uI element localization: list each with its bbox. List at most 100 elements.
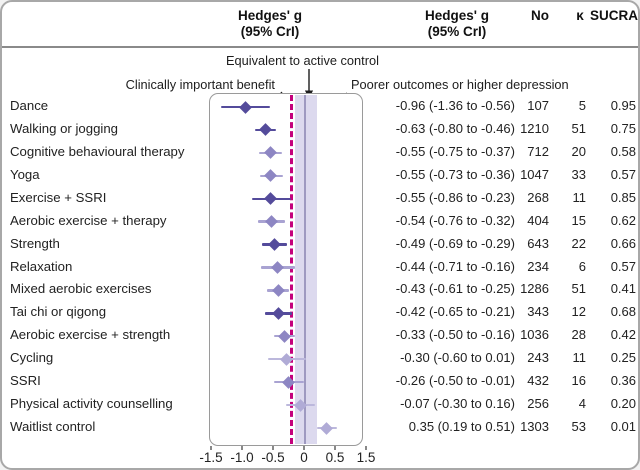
axis-tick xyxy=(241,446,243,450)
effect-value: -0.26 (-0.50 to -0.01) xyxy=(395,373,515,389)
annotation-benefit: Clinically important benefit xyxy=(125,77,275,92)
effect-value: -0.54 (-0.76 to -0.32) xyxy=(395,212,515,228)
k-value: 33 xyxy=(571,166,586,182)
equivalence-band xyxy=(295,95,318,444)
axis-tick-label: 0.5 xyxy=(325,450,345,465)
k-value: 4 xyxy=(578,396,586,412)
effect-diamond xyxy=(282,375,296,389)
effect-value: -0.07 (-0.30 to 0.16) xyxy=(400,396,515,412)
effect-value: -0.55 (-0.86 to -0.23) xyxy=(395,189,515,205)
column-header-sucra: SUCRA xyxy=(589,8,638,23)
sample-size: 243 xyxy=(527,350,549,366)
row-label: SSRI xyxy=(10,373,41,389)
effect-diamond xyxy=(320,421,334,435)
sample-size: 712 xyxy=(527,143,549,159)
sucra-value: 0.25 xyxy=(610,350,636,366)
sucra-value: 0.75 xyxy=(610,120,636,136)
row-label: Aerobic exercise + therapy xyxy=(10,212,167,228)
row-label: Relaxation xyxy=(10,258,73,274)
sucra-value: 0.66 xyxy=(610,235,636,251)
header-line: (95% CrI) xyxy=(427,24,487,39)
effect-diamond xyxy=(271,261,285,274)
axis-tick xyxy=(334,446,336,450)
effect-value: 0.35 (0.19 to 0.51) xyxy=(408,419,515,434)
effect-diamond xyxy=(264,169,278,183)
sucra-value: 0.42 xyxy=(610,327,636,343)
sample-size: 643 xyxy=(527,235,549,251)
effect-diamond xyxy=(259,123,273,137)
effect-value: -0.96 (-1.36 to -0.56) xyxy=(395,98,515,113)
k-value: 11 xyxy=(572,350,587,366)
effect-diamond xyxy=(271,284,285,297)
row-label: Cognitive behavioural therapy xyxy=(10,143,185,159)
sample-size: 1036 xyxy=(520,327,549,343)
sample-size: 432 xyxy=(527,373,549,389)
sucra-value: 0.62 xyxy=(610,212,636,228)
header-line: (95% CrI) xyxy=(240,24,300,39)
sucra-value: 0.58 xyxy=(610,143,636,159)
sample-size: 1303 xyxy=(520,419,549,434)
effect-diamond xyxy=(265,215,278,229)
sucra-value: 0.01 xyxy=(610,419,636,434)
effect-value: -0.49 (-0.69 to -0.29) xyxy=(395,235,515,251)
axis-tick xyxy=(303,446,305,450)
k-value: 22 xyxy=(571,235,586,251)
header-divider xyxy=(2,46,638,48)
effect-diamond xyxy=(268,238,281,251)
axis-tick-label: 0 xyxy=(300,450,308,465)
sucra-value: 0.41 xyxy=(610,281,636,297)
column-header-hedges-plot: Hedges' g (95% CrI) xyxy=(210,8,330,40)
k-value: 53 xyxy=(571,419,586,434)
sucra-value: 0.95 xyxy=(610,98,636,113)
row-label: Tai chi or qigong xyxy=(10,304,107,320)
row-label: Strength xyxy=(10,235,60,251)
effect-diamond xyxy=(239,100,252,114)
k-value: 11 xyxy=(572,189,587,205)
k-value: 51 xyxy=(571,281,586,297)
row-label: Yoga xyxy=(10,166,40,182)
sample-size: 1210 xyxy=(520,120,549,136)
sucra-value: 0.36 xyxy=(610,373,636,389)
column-header-no: No xyxy=(531,8,549,23)
effect-value: -0.44 (-0.71 to -0.16) xyxy=(395,258,515,274)
header-line: Hedges' g xyxy=(425,8,489,23)
header-line: Hedges' g xyxy=(238,8,302,23)
row-label: Waitlist control xyxy=(10,419,96,434)
sucra-value: 0.85 xyxy=(610,189,636,205)
sucra-value: 0.20 xyxy=(610,396,636,412)
effect-value: -0.55 (-0.73 to -0.36) xyxy=(395,166,515,182)
axis-tick-label: 1.5 xyxy=(356,450,376,465)
clinical-benefit-dashed-line xyxy=(289,95,293,444)
k-value: 16 xyxy=(571,373,586,389)
annotation-equivalent: Equivalent to active control xyxy=(226,53,379,68)
annotation-poorer: Poorer outcomes or higher depression xyxy=(351,77,569,92)
k-value: 12 xyxy=(571,304,586,320)
row-label: Cycling xyxy=(10,350,54,366)
sample-size: 268 xyxy=(527,189,549,205)
row-label: Mixed aerobic exercises xyxy=(10,281,152,297)
axis-tick-label: -1.5 xyxy=(199,450,223,465)
zero-reference-line xyxy=(304,95,306,444)
sucra-value: 0.57 xyxy=(610,166,636,182)
plot-area xyxy=(209,93,363,446)
axis-tick-label: -1.0 xyxy=(230,450,254,465)
k-value: 20 xyxy=(571,143,586,159)
effect-value: -0.30 (-0.60 to 0.01) xyxy=(400,350,515,366)
sample-size: 256 xyxy=(527,396,549,412)
effect-diamond xyxy=(264,192,278,206)
effect-diamond xyxy=(264,146,278,160)
row-label: Exercise + SSRI xyxy=(10,189,107,205)
row-label: Physical activity counselling xyxy=(10,396,173,412)
sucra-value: 0.57 xyxy=(610,258,636,274)
sample-size: 404 xyxy=(527,212,549,228)
k-value: 15 xyxy=(571,212,586,228)
column-header-hedges-text: Hedges' g (95% CrI) xyxy=(397,8,517,40)
row-label: Dance xyxy=(10,98,49,113)
sample-size: 234 xyxy=(527,258,549,274)
row-label: Aerobic exercise + strength xyxy=(10,327,171,343)
k-value: 51 xyxy=(571,120,586,136)
effect-value: -0.43 (-0.61 to -0.25) xyxy=(395,281,515,297)
row-label: Walking or jogging xyxy=(10,120,118,136)
sample-size: 1286 xyxy=(520,281,549,297)
